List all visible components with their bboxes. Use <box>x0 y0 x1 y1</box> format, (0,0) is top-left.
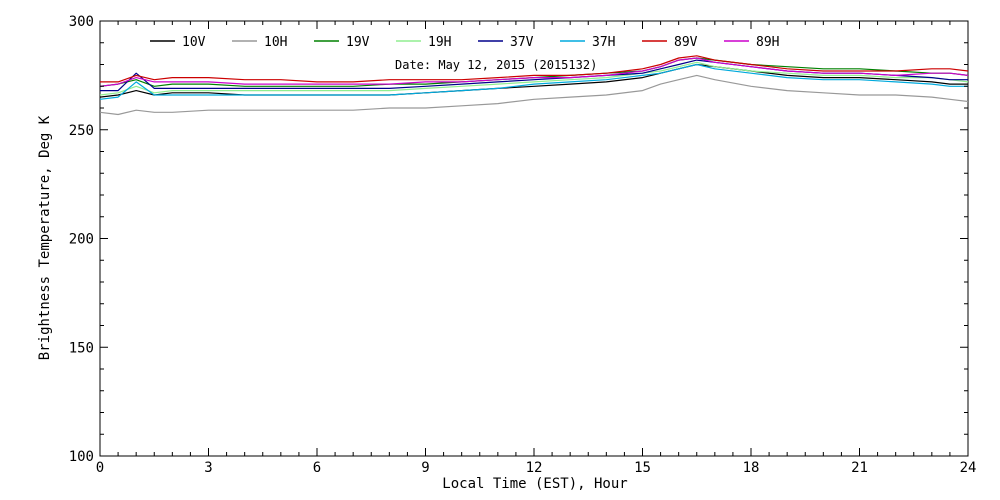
y-tick-label: 100 <box>69 449 94 465</box>
y-tick-label: 250 <box>69 123 94 139</box>
legend-label: 19V <box>346 35 370 50</box>
legend-label: 10V <box>182 35 206 50</box>
legend-label: 37H <box>592 35 615 50</box>
x-tick-label: 15 <box>634 460 651 476</box>
x-axis-label: Local Time (EST), Hour <box>442 476 627 492</box>
legend-item-10v: 10V <box>150 35 206 50</box>
legend-label: 19H <box>428 35 451 50</box>
x-tick-label: 12 <box>526 460 543 476</box>
x-tick-label: 18 <box>743 460 760 476</box>
legend-label: 89H <box>756 35 779 50</box>
x-tick-label: 0 <box>96 460 104 476</box>
series-line-10h <box>99 74 969 116</box>
x-tick-label: 21 <box>851 460 868 476</box>
x-tick-label: 24 <box>960 460 977 476</box>
series-line-19v <box>99 57 969 87</box>
y-tick-label: 200 <box>69 232 94 248</box>
legend-label: 10H <box>264 35 287 50</box>
x-tick-label: 6 <box>313 460 321 476</box>
legend-item-19v: 19V <box>314 35 370 50</box>
x-tick-label: 9 <box>421 460 429 476</box>
series-lines <box>99 55 969 116</box>
legend-label: 89V <box>674 35 698 50</box>
legend-item-37v: 37V <box>478 35 534 50</box>
y-tick-label: 300 <box>69 14 94 30</box>
date-annotation: Date: May 12, 2015 (2015132) <box>395 58 597 72</box>
x-axis-ticks: 0 3 6 9 12 15 18 21 24 <box>96 21 977 476</box>
y-axis-ticks: 100 150 200 250 300 <box>69 14 968 465</box>
series-line-89h <box>99 57 969 87</box>
legend-item-37h: 37H <box>560 35 615 50</box>
legend-item-10h: 10H <box>232 35 287 50</box>
legend-label: 37V <box>510 35 534 50</box>
legend-item-89h: 89H <box>724 35 779 50</box>
legend: 10V 10H 19V 19H 37V 37H 89V 89H <box>150 35 779 50</box>
series-line-19h <box>99 61 969 96</box>
x-tick-label: 3 <box>204 460 212 476</box>
series-line-37h <box>99 63 968 100</box>
y-tick-label: 150 <box>69 340 94 356</box>
legend-item-19h: 19H <box>396 35 451 50</box>
y-axis-label: Brightness Temperature, Deg K <box>37 115 53 360</box>
legend-item-89v: 89V <box>642 35 698 50</box>
series-line-89v <box>100 55 969 83</box>
series-line-10v <box>99 63 968 98</box>
